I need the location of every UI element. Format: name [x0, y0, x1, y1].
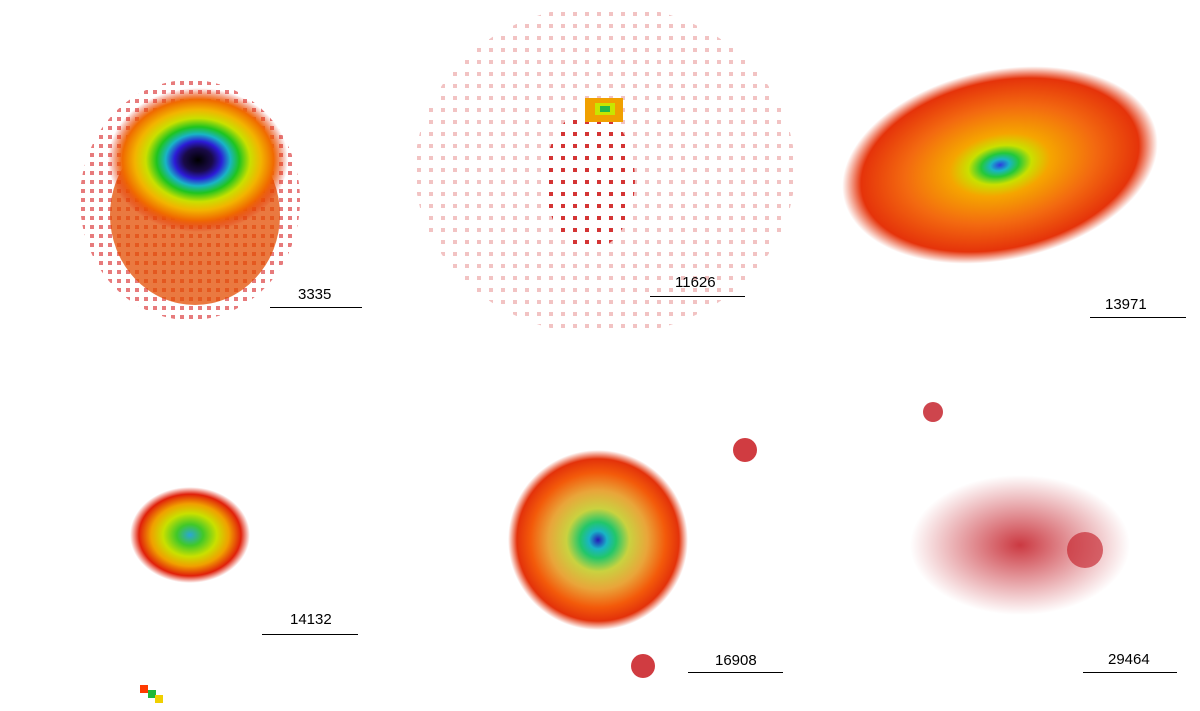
scale-bar — [270, 307, 362, 308]
galaxy-panel-1: 3335 — [0, 0, 400, 345]
galaxy-panel-3: 13971 — [815, 0, 1200, 345]
galaxy-image-1 — [80, 80, 300, 320]
galaxy-image-5 — [508, 438, 757, 678]
galaxy-panel-2: 11626 — [405, 0, 805, 345]
scale-bar — [262, 634, 358, 635]
scale-bar — [650, 296, 745, 297]
panel-label: 3335 — [298, 286, 332, 303]
scale-bar — [1083, 672, 1177, 673]
galaxy-image-2 — [415, 5, 795, 335]
scale-bar — [688, 672, 783, 673]
scale-bar — [1090, 317, 1186, 318]
galaxy-panel-4: 14132 — [0, 350, 400, 711]
galaxy-image-6 — [910, 402, 1130, 615]
panel-label: 13971 — [1105, 296, 1147, 313]
panel-label: 29464 — [1108, 651, 1150, 668]
panel-label: 14132 — [290, 611, 332, 628]
galaxy-image-4 — [130, 487, 250, 703]
galaxy-panel-5: 16908 — [405, 350, 805, 711]
panel-label: 16908 — [715, 652, 757, 669]
panel-label: 11626 — [675, 274, 716, 291]
galaxy-image-3 — [842, 66, 1158, 264]
galaxy-panel-6: 29464 — [815, 350, 1200, 711]
